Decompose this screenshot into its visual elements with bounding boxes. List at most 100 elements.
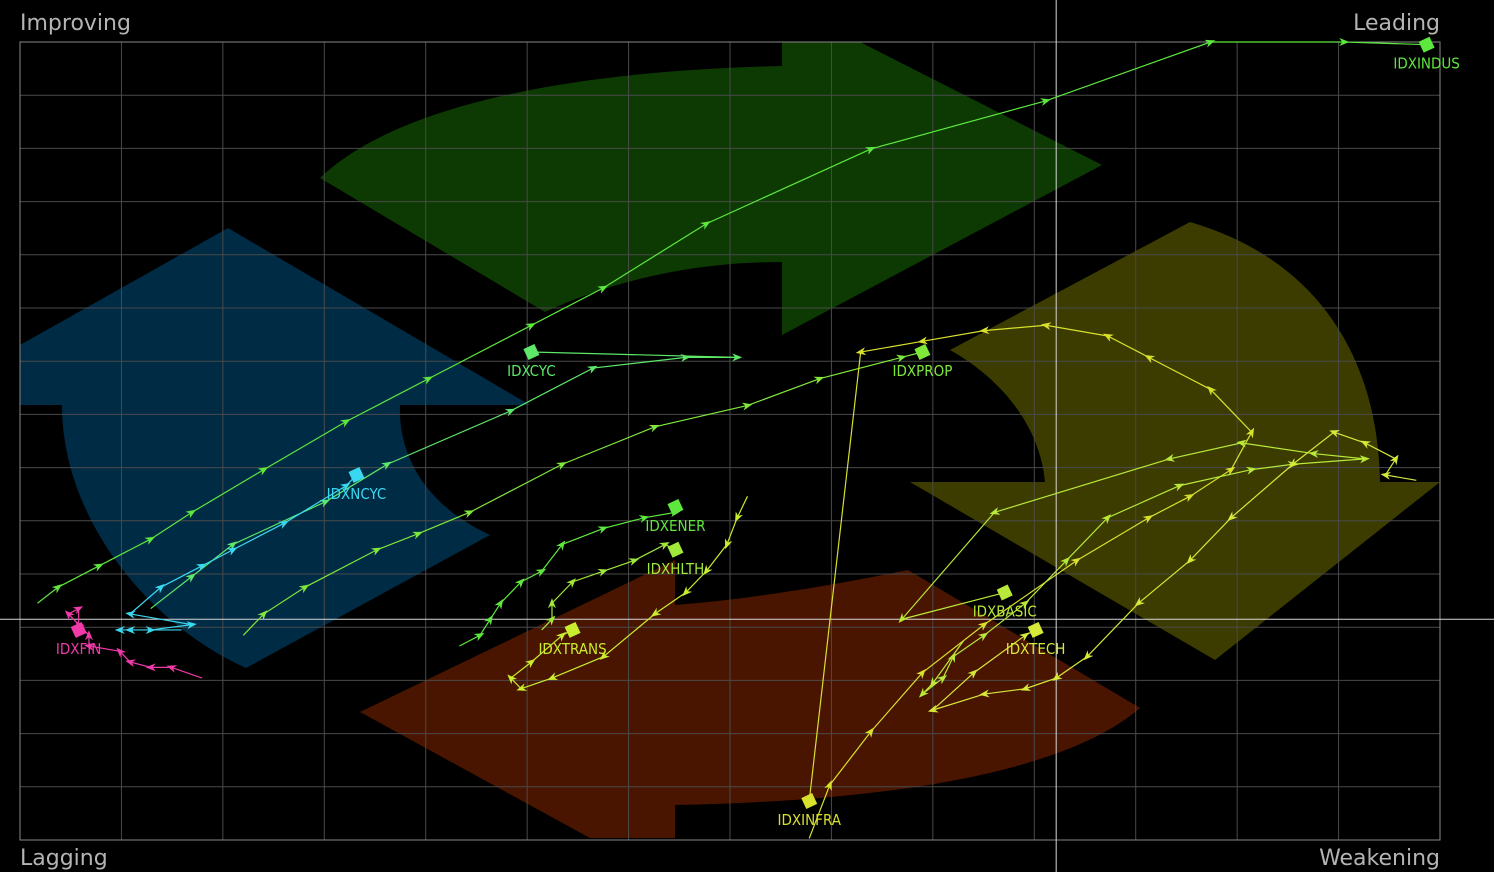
tail-label: IDXINDUS — [1393, 55, 1460, 73]
arrow-lagging-shape — [360, 560, 1140, 838]
tail-arrow-marker — [319, 499, 331, 508]
tail-arrow-marker — [917, 336, 929, 345]
tail-arrow-marker — [732, 353, 743, 362]
tail-label: IDXHLTH — [647, 560, 705, 578]
grid — [19, 41, 1441, 841]
tail-arrow-marker — [51, 584, 63, 594]
tail-arrow-marker — [547, 672, 559, 680]
tail-line — [808, 324, 1253, 839]
tail-arrow-marker — [1144, 355, 1156, 364]
tail-arrow-marker — [597, 526, 609, 534]
tail-arrow-marker — [535, 568, 547, 578]
tail-label: IDXTRANS — [538, 640, 606, 658]
tail-arrow-marker — [1224, 466, 1236, 476]
tail-arrow-marker — [339, 418, 351, 428]
tail-arrow-marker — [1103, 333, 1114, 342]
tail-label: IDXFIN — [56, 640, 101, 658]
tail-arrow-marker — [1380, 471, 1392, 480]
series-idxcyc: IDXCYC — [150, 344, 743, 610]
tail-arrow-marker — [1204, 39, 1216, 48]
tail-arrow-marker — [185, 573, 196, 583]
tail-arrow-marker — [116, 647, 127, 658]
tail-label: IDXNCYC — [327, 485, 387, 503]
head-marker — [564, 621, 581, 638]
tail-arrow-marker — [682, 586, 693, 597]
tail-arrow-marker — [494, 599, 504, 610]
head-marker — [667, 541, 684, 558]
tail-arrow-marker — [648, 424, 660, 433]
series-idxfin: IDXFIN — [56, 606, 203, 679]
tail-arrow-marker — [463, 510, 475, 518]
tail-arrow-marker — [597, 285, 608, 294]
tail-arrow-marker — [1359, 455, 1370, 464]
quadrant-label-improving: Improving — [20, 11, 131, 36]
tail-arrow-marker — [658, 542, 670, 551]
series-idxbasic: IDXBASIC — [898, 439, 1370, 698]
tail-arrow-marker — [1360, 440, 1372, 449]
tail-arrow-marker — [556, 540, 566, 551]
tail-arrow-marker — [473, 632, 485, 642]
tail-arrow-marker — [586, 365, 598, 374]
tail-label: IDXBASIC — [973, 603, 1037, 621]
tail-arrow-marker — [422, 376, 433, 385]
tail-arrow-marker — [1164, 453, 1176, 462]
tail-arrow-marker — [84, 630, 93, 641]
tail-arrow-marker — [1040, 98, 1051, 106]
tail-arrow-marker — [1020, 683, 1032, 691]
tail-arrow-marker — [699, 221, 711, 230]
tail-arrow-marker — [898, 612, 909, 624]
tail-arrow-marker — [1389, 454, 1399, 466]
tail-arrow-marker — [114, 625, 125, 634]
tail-arrow-marker — [1083, 650, 1094, 661]
tail-arrow-marker — [936, 674, 947, 685]
tail-arrow-marker — [638, 515, 650, 523]
tail-arrow-marker — [278, 520, 289, 529]
tail-arrow-marker — [735, 511, 743, 523]
arrow-improving-shape — [20, 228, 530, 668]
tail-arrow-marker — [412, 531, 423, 540]
head-marker — [348, 466, 365, 483]
plot-border — [19, 41, 1441, 841]
tail-arrow-marker — [339, 483, 351, 492]
tail-arrow-marker — [1245, 466, 1257, 475]
tail-arrow-marker — [703, 564, 713, 576]
head-marker — [996, 584, 1013, 601]
tail-arrow-marker — [1060, 556, 1070, 567]
tail-arrow-marker — [1227, 511, 1238, 521]
head-marker — [801, 793, 818, 809]
tail-arrow-marker — [555, 632, 567, 642]
head-marker — [1027, 621, 1044, 638]
tail-arrow-marker — [1052, 671, 1063, 681]
tail-arrow-marker — [166, 665, 178, 673]
head-marker — [523, 344, 540, 360]
series-idxtrans: IDXTRANS — [507, 496, 749, 691]
head-marker — [1418, 36, 1435, 53]
quadrant-label-weakening: Weakening — [1319, 846, 1440, 871]
quadrant-label-leading: Leading — [1353, 11, 1440, 36]
tail-arrow-marker — [185, 509, 197, 519]
tail-line — [541, 543, 676, 631]
tail-arrow-marker — [724, 538, 733, 550]
tail-arrow-marker — [84, 642, 95, 651]
tail-arrow-marker — [1207, 385, 1217, 396]
tail-arrow-marker — [145, 663, 156, 672]
tail-arrow-marker — [226, 541, 237, 551]
tail-arrow-marker — [895, 354, 907, 363]
tail-arrow-marker — [154, 583, 165, 594]
tail-arrow-marker — [947, 652, 956, 663]
series-idxindus: IDXINDUS — [37, 36, 1460, 604]
tail-arrow-marker — [484, 615, 493, 626]
arrow-weakening-shape — [910, 222, 1440, 660]
quadrant-label-lagging: Lagging — [20, 846, 108, 871]
tail-arrow-marker — [1070, 557, 1081, 567]
tail-arrow-marker — [989, 507, 1001, 515]
tail-arrow-marker — [504, 408, 516, 417]
tail-arrow-marker — [1040, 322, 1052, 331]
tail-arrow-marker — [1018, 600, 1030, 610]
tail-arrow-marker — [257, 610, 268, 621]
tail-arrow-marker — [977, 621, 989, 631]
tail-arrow-marker — [72, 606, 84, 615]
series-idxener: IDXENER — [459, 499, 706, 647]
